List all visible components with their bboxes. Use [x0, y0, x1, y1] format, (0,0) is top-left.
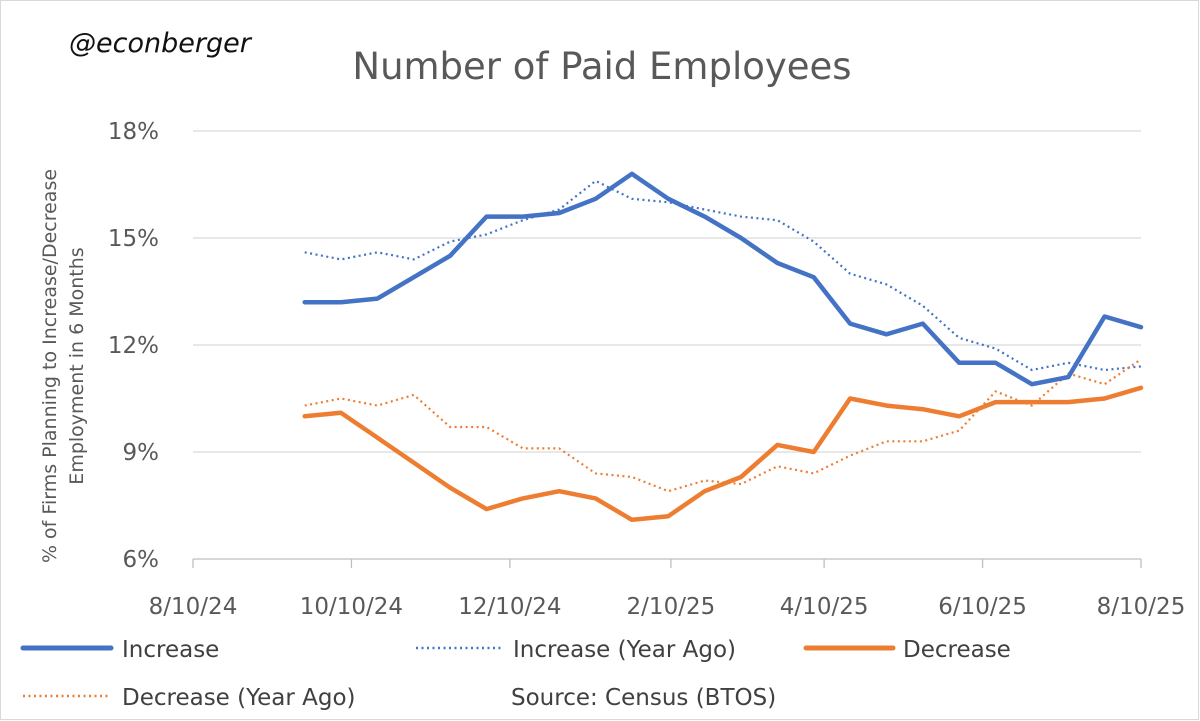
legend-label-decrease: Decrease	[903, 637, 1011, 663]
series-line-increase-year-ago	[304, 179, 1142, 372]
legend-label-increase-year-ago: Increase (Year Ago)	[513, 637, 736, 663]
y-tick-label: 9%	[123, 440, 160, 466]
series-line-decrease	[302, 385, 1144, 523]
x-tick-label: 8/10/24	[149, 594, 238, 620]
x-tick-label: 12/10/24	[458, 594, 561, 620]
x-tick-label: 6/10/25	[938, 594, 1027, 620]
legend-label-increase: Increase	[122, 637, 219, 663]
chart-title: Number of Paid Employees	[352, 45, 851, 88]
y-tick-label: 6%	[123, 547, 160, 573]
y-tick-label: 15%	[108, 226, 159, 252]
series-line-increase	[302, 171, 1144, 387]
x-axis-ticks: 8/10/24 10/10/24 12/10/24 2/10/25 4/10/25 6/1…	[149, 559, 1186, 620]
y-axis-ticks: 6% 9% 12% 15% 18%	[108, 119, 159, 573]
y-tick-label: 12%	[108, 333, 159, 359]
x-tick-label: 10/10/24	[300, 594, 403, 620]
x-tick-label: 8/10/25	[1097, 594, 1186, 620]
x-tick-label: 2/10/25	[627, 594, 716, 620]
legend: Increase Increase (Year Ago) Decrease Decre…	[20, 637, 1011, 711]
y-tick-label: 18%	[108, 119, 159, 145]
y-axis-title-line-1: % of Firms Planning to Increase/Decrease	[39, 169, 61, 563]
legend-label-decrease-year-ago: Decrease (Year Ago)	[122, 685, 356, 711]
source-note: Source: Census (BTOS)	[511, 685, 776, 711]
watermark-handle: @econberger	[69, 28, 253, 59]
y-axis-title-line-2: Employment in 6 Months	[66, 247, 88, 484]
x-tick-label: 4/10/25	[780, 594, 869, 620]
series-lines	[302, 171, 1144, 523]
